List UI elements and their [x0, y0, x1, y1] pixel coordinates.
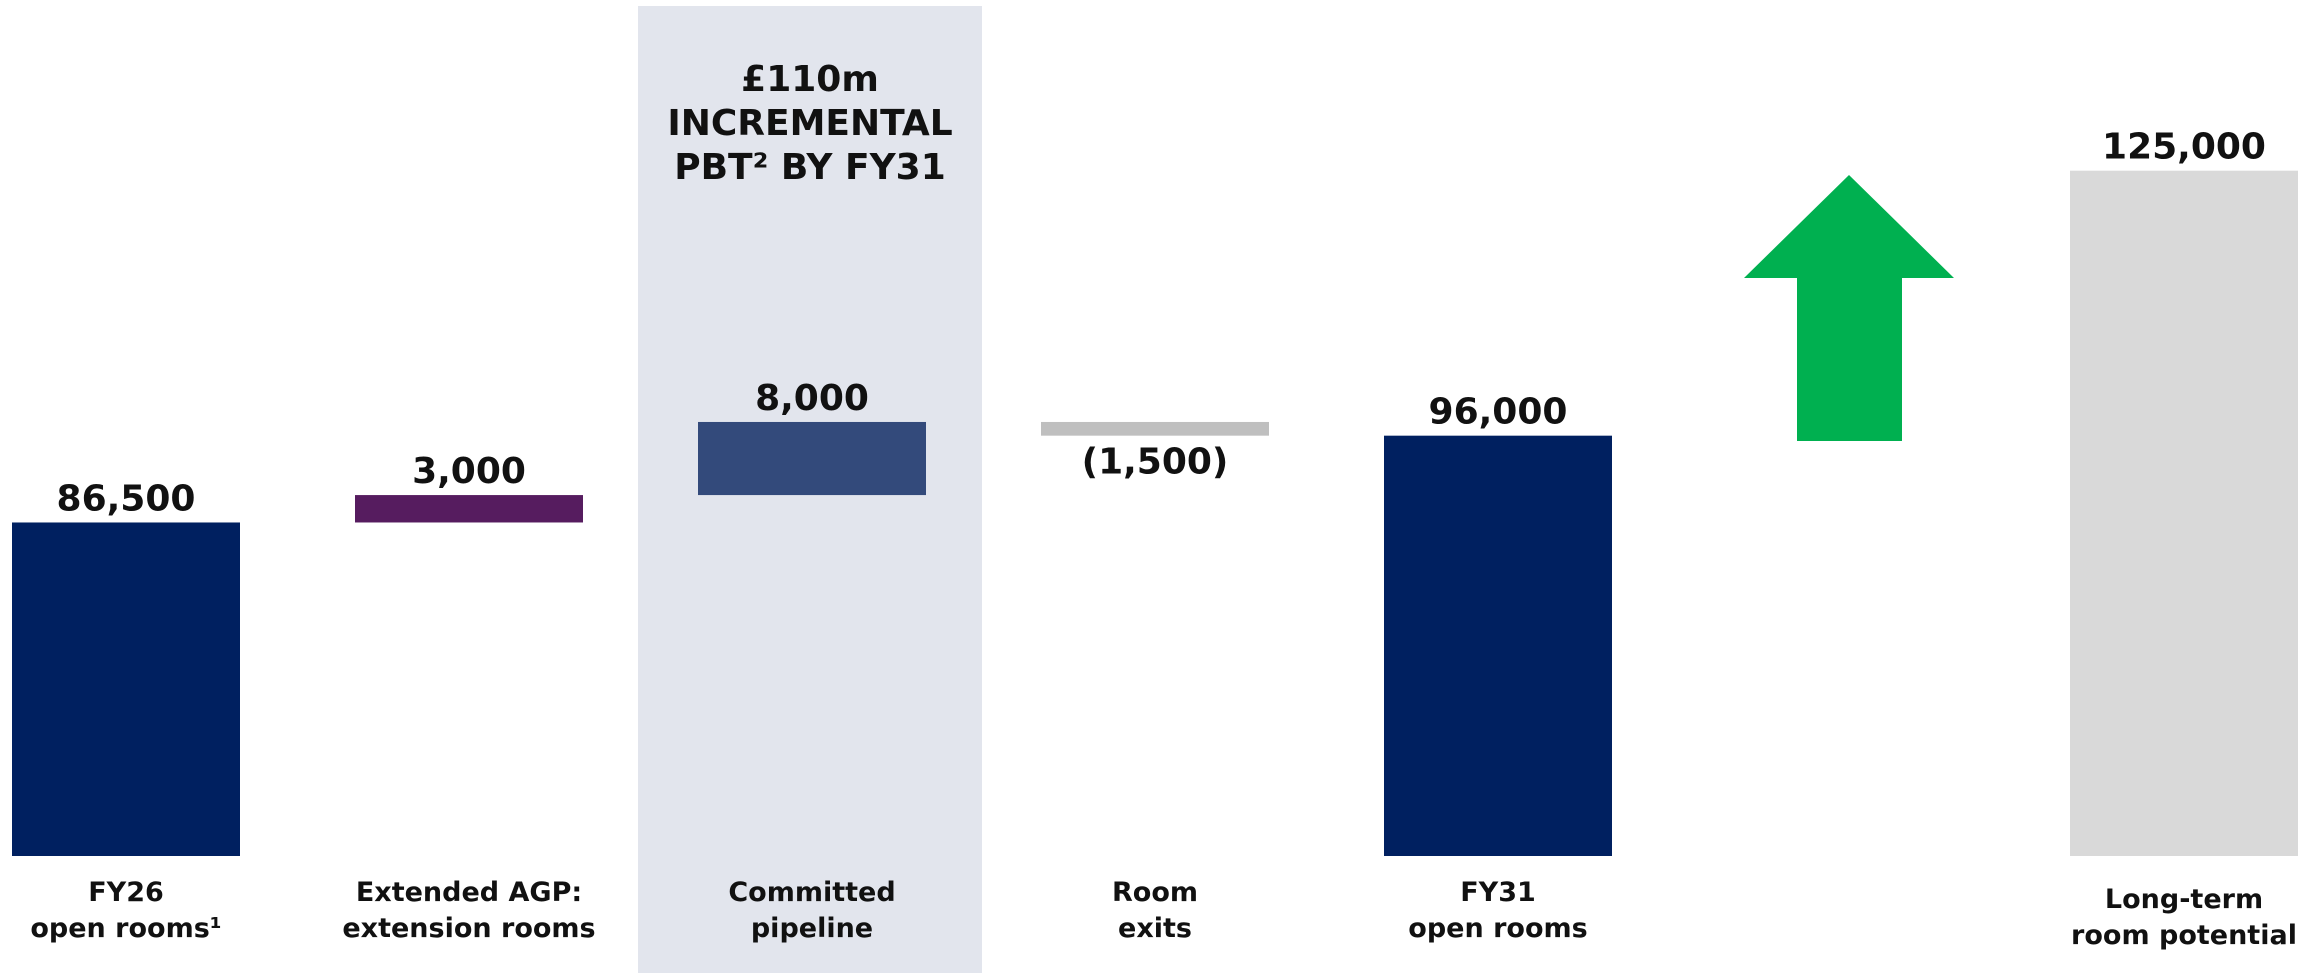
value-label: 3,000 — [412, 451, 526, 492]
bar — [1384, 435, 1612, 856]
annotation: £110m INCREMENTAL PBT² BY FY31 — [667, 59, 953, 188]
category-label: Committed pipeline — [728, 877, 896, 944]
category-label: Extended AGP: extension rooms — [342, 877, 596, 944]
value-label: 8,000 — [755, 378, 869, 419]
category-label: FY26 open rooms¹ — [30, 877, 222, 944]
growth-arrow — [1744, 175, 1954, 441]
value-label: 96,000 — [1429, 392, 1568, 433]
bar — [698, 421, 926, 496]
category-label: FY31 open rooms — [1408, 877, 1588, 944]
category-label: Long-term room potential — [2071, 884, 2297, 951]
bar — [1041, 421, 1269, 436]
bar — [2070, 170, 2298, 856]
bar — [12, 522, 240, 856]
category-label: Room exits — [1111, 877, 1199, 944]
value-label: (1,500) — [1082, 442, 1229, 483]
value-label: 125,000 — [2102, 127, 2266, 168]
value-label: 86,500 — [57, 478, 196, 519]
bar — [355, 495, 583, 523]
